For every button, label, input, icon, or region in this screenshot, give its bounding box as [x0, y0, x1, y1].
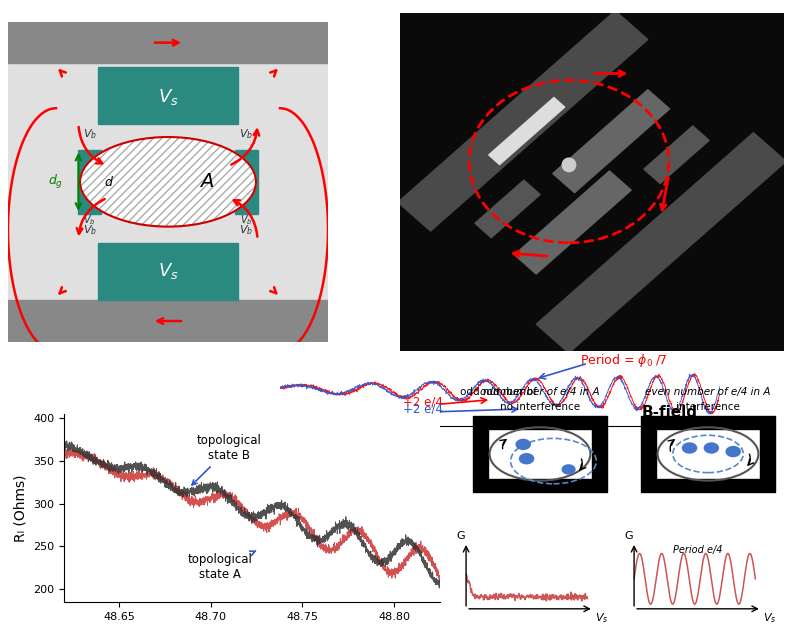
- Bar: [475, 180, 540, 238]
- Text: $d_g$: $d_g$: [49, 173, 63, 191]
- Text: Period = $\phi_0$ /7: Period = $\phi_0$ /7: [579, 352, 667, 369]
- Y-axis label: Rₗ (Ohms): Rₗ (Ohms): [14, 474, 27, 542]
- Bar: [641, 416, 775, 429]
- Ellipse shape: [519, 454, 534, 464]
- Bar: [592, 429, 607, 479]
- Bar: [8, 22, 328, 63]
- Bar: [553, 90, 670, 192]
- Bar: [235, 150, 258, 214]
- Text: $V_b$: $V_b$: [83, 213, 96, 227]
- Text: even number of e/4 in A: even number of e/4 in A: [646, 387, 770, 398]
- Bar: [78, 150, 101, 214]
- Text: $V_b$: $V_b$: [82, 127, 97, 140]
- Ellipse shape: [562, 465, 575, 474]
- Ellipse shape: [704, 443, 718, 453]
- Ellipse shape: [562, 158, 576, 172]
- Text: $V_s$: $V_s$: [595, 611, 609, 625]
- Text: odd number of e/4 in A: odd number of e/4 in A: [480, 387, 600, 398]
- Text: $V_s$: $V_s$: [763, 611, 777, 625]
- Text: $A$: $A$: [199, 172, 214, 191]
- Text: +2 e/4: +2 e/4: [403, 395, 443, 408]
- Text: Period e/4: Period e/4: [673, 545, 722, 555]
- Text: topological
state B: topological state B: [192, 434, 262, 485]
- Ellipse shape: [80, 137, 256, 226]
- Text: $V_b$: $V_b$: [239, 127, 254, 140]
- Bar: [473, 429, 488, 479]
- Text: $V_s$: $V_s$: [158, 87, 178, 107]
- Text: no interference: no interference: [500, 401, 580, 411]
- Bar: [98, 66, 238, 124]
- Text: $d$: $d$: [104, 175, 114, 189]
- Ellipse shape: [682, 443, 697, 453]
- Ellipse shape: [516, 440, 530, 450]
- Bar: [760, 429, 775, 479]
- Bar: [514, 171, 631, 274]
- Bar: [98, 243, 238, 300]
- Bar: [398, 11, 648, 231]
- Text: odd number of: odd number of: [460, 387, 540, 398]
- Text: +2 e/4: +2 e/4: [403, 403, 443, 416]
- Text: $V_b$: $V_b$: [239, 223, 254, 237]
- Text: B-field: B-field: [642, 405, 698, 420]
- Bar: [473, 479, 607, 492]
- Text: G: G: [457, 531, 466, 541]
- Bar: [536, 133, 786, 353]
- Bar: [489, 98, 565, 164]
- Text: $V_b$: $V_b$: [82, 223, 97, 237]
- Bar: [473, 416, 607, 429]
- Bar: [8, 300, 328, 342]
- Bar: [641, 479, 775, 492]
- Text: $V_b$: $V_b$: [240, 213, 253, 227]
- Text: G: G: [625, 531, 634, 541]
- Text: $V_s$: $V_s$: [158, 261, 178, 282]
- Bar: [641, 429, 656, 479]
- Text: topological
state A: topological state A: [187, 551, 255, 581]
- Ellipse shape: [726, 446, 740, 456]
- Text: interference: interference: [676, 401, 740, 411]
- Bar: [644, 126, 709, 184]
